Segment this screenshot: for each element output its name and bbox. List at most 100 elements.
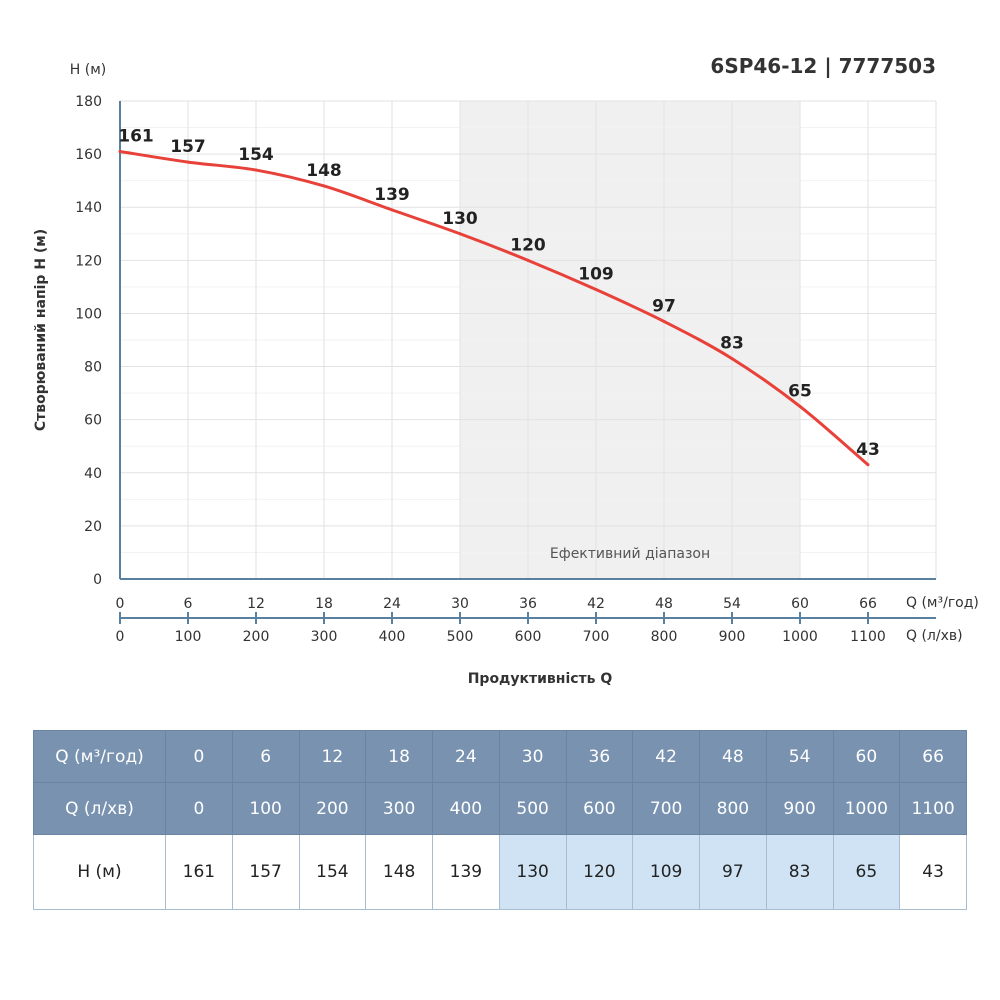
table-cell: 200 (298, 782, 367, 835)
table-cell: 30 (498, 730, 567, 783)
data-label: 83 (720, 334, 744, 354)
data-point (798, 404, 802, 408)
y-axis-label: Створюваний напір H (м) (33, 229, 49, 431)
table-cell: 42 (632, 730, 700, 783)
table-cell: 0 (165, 782, 233, 835)
x-tick-label: 66 (859, 596, 877, 612)
x-tick-label: 18 (315, 596, 333, 612)
data-label: 139 (374, 185, 410, 205)
y-tick-label: 120 (75, 253, 102, 269)
x-tick-label: 30 (451, 596, 469, 612)
x-secondary-tick-label: 300 (311, 629, 338, 645)
table-cell: 900 (765, 782, 834, 835)
x-tick-label: 42 (587, 596, 605, 612)
table-cell: 1100 (899, 782, 967, 835)
data-label: 130 (442, 209, 478, 229)
table-cell: 400 (432, 782, 500, 835)
y-tick-label: 20 (84, 519, 102, 535)
data-label: 161 (118, 126, 154, 146)
performance-table: Q (м³/год) 0 6 12 18 24 30 36 42 48 54 60 66 Q (л/хв)… (33, 730, 967, 910)
x-secondary-tick-label: 800 (651, 629, 678, 645)
chart-title: 6SP46-12 | 7777503 (710, 54, 936, 78)
y-axis-unit: H (м) (70, 62, 106, 78)
row-label: H (м) (33, 834, 166, 910)
x-axis-label: Продуктивність Q (468, 671, 613, 687)
table-cell: 600 (565, 782, 634, 835)
table-cell: 36 (565, 730, 634, 783)
data-label: 109 (578, 265, 614, 285)
x-secondary-tick-label: 1100 (850, 629, 886, 645)
x-tick-label: 6 (184, 596, 193, 612)
table-cell: 97 (699, 834, 767, 910)
table-cell: 0 (165, 730, 233, 783)
efficient-range-label: Ефективний діапазон (550, 546, 710, 562)
y-tick-label: 100 (75, 306, 102, 322)
data-point (526, 258, 530, 262)
x-tick-label: 0 (116, 596, 125, 612)
data-point (390, 208, 394, 212)
data-point (254, 168, 258, 172)
table-cell: 700 (632, 782, 700, 835)
y-tick-label: 0 (93, 572, 102, 588)
table-cell: 100 (231, 782, 300, 835)
data-label: 120 (510, 235, 546, 255)
table-cell: 18 (365, 730, 433, 783)
table-row: H (м) 161 157 154 148 139 130 120 109 97 83 65 43 (33, 834, 967, 910)
table-cell: 66 (899, 730, 967, 783)
x-secondary-tick-label: 700 (583, 629, 610, 645)
table-cell: 60 (832, 730, 901, 783)
data-label: 43 (856, 440, 880, 460)
table-cell: 83 (765, 834, 834, 910)
table-cell: 43 (899, 834, 967, 910)
x-tick-label: 12 (247, 596, 265, 612)
y-tick-label: 80 (84, 360, 102, 376)
data-point (730, 357, 734, 361)
y-tick-label: 140 (75, 200, 102, 216)
x-secondary-tick-label: 1000 (782, 629, 818, 645)
table-cell: 12 (298, 730, 367, 783)
row-label: Q (м³/год) (33, 730, 166, 783)
data-label: 157 (170, 137, 206, 157)
y-tick-label: 60 (84, 413, 102, 429)
table-cell: 48 (699, 730, 767, 783)
row-label: Q (л/хв) (33, 782, 166, 835)
table-cell: 1000 (832, 782, 901, 835)
head-curve-line (119, 149, 869, 466)
x-axis-unit-primary: Q (м³/год) (906, 595, 979, 611)
table-cell: 130 (498, 834, 567, 910)
data-point (186, 160, 190, 164)
x-secondary-tick-label: 200 (243, 629, 270, 645)
data-label: 148 (306, 161, 342, 181)
table-row: Q (л/хв) 0 100 200 300 400 500 600 700 800 900 1000… (33, 782, 967, 835)
table-cell: 154 (298, 834, 367, 910)
table-cell: 65 (832, 834, 901, 910)
data-point (662, 319, 666, 323)
x-secondary-tick-label: 900 (719, 629, 746, 645)
table-cell: 800 (699, 782, 767, 835)
y-tick-label: 160 (75, 147, 102, 163)
x-tick-label: 36 (519, 596, 537, 612)
x-secondary-tick-label: 500 (447, 629, 474, 645)
table-cell: 24 (432, 730, 500, 783)
table-cell: 54 (765, 730, 834, 783)
x-secondary-tick-label: 0 (116, 629, 125, 645)
table-row: Q (м³/год) 0 6 12 18 24 30 36 42 48 54 60 66 (33, 730, 967, 783)
x-tick-label: 24 (383, 596, 401, 612)
table-cell: 109 (632, 834, 700, 910)
table-cell: 500 (498, 782, 567, 835)
data-label: 65 (788, 381, 812, 401)
data-point (322, 184, 326, 188)
x-secondary-tick-label: 600 (515, 629, 542, 645)
table-cell: 148 (365, 834, 433, 910)
x-secondary-tick-label: 100 (175, 629, 202, 645)
y-tick-label: 40 (84, 466, 102, 482)
data-label: 154 (238, 145, 274, 165)
x-tick-label: 54 (723, 596, 741, 612)
data-point (118, 149, 122, 153)
data-label: 97 (652, 296, 676, 316)
table-cell: 120 (565, 834, 634, 910)
y-tick-label: 180 (75, 94, 102, 110)
data-point (594, 288, 598, 292)
x-tick-label: 60 (791, 596, 809, 612)
